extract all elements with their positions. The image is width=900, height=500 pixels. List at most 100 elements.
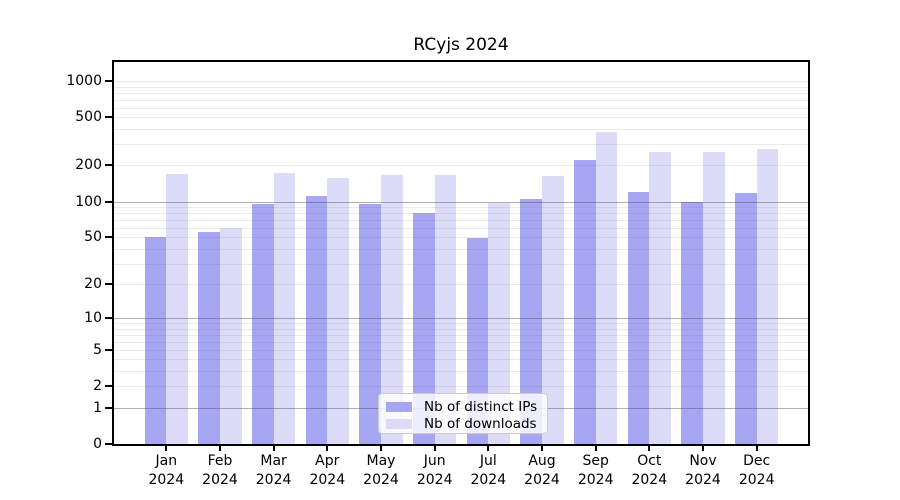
y-tick-mark — [105, 200, 112, 203]
bar-downloads — [166, 174, 188, 444]
bar-downloads — [434, 175, 457, 444]
x-tick-year: 2024 — [416, 472, 453, 488]
legend-swatch-downloads — [386, 418, 412, 429]
x-tick-year: 2024 — [309, 472, 346, 488]
minor-gridline — [114, 129, 808, 130]
minor-gridline — [114, 341, 808, 343]
legend-label-distinct-ips: Nb of distinct IPs — [424, 398, 538, 415]
y-tick-label: 1 — [93, 399, 102, 416]
bar-downloads — [488, 202, 510, 444]
x-tick-label: Apr 2024 — [287, 452, 367, 490]
minor-gridline — [114, 165, 808, 167]
x-tick-month: Jan — [155, 453, 178, 469]
y-tick-mark — [105, 79, 112, 82]
x-tick-year: 2024 — [148, 472, 185, 488]
plot-area — [112, 60, 810, 446]
x-tick-month: Jun — [423, 453, 446, 469]
x-tick-mark — [755, 444, 758, 451]
x-tick-month: Mar — [260, 453, 287, 469]
y-tick-mark — [105, 317, 112, 319]
minor-gridline — [114, 284, 808, 285]
legend-label-downloads: Nb of downloads — [424, 415, 537, 432]
x-tick-mark — [380, 444, 382, 451]
legend: Nb of distinct IPs Nb of downloads — [378, 393, 548, 434]
x-tick-month: Nov — [689, 453, 717, 469]
minor-gridline — [114, 248, 808, 250]
x-tick-label: Sep 2024 — [556, 452, 636, 490]
y-tick-label: 2 — [93, 378, 102, 395]
minor-gridline — [114, 117, 808, 119]
chart-title: RCyjs 2024 — [413, 35, 509, 55]
x-tick-mark — [272, 444, 275, 451]
x-tick-mark — [702, 444, 704, 451]
minor-gridline — [114, 92, 808, 94]
minor-gridline — [114, 349, 808, 351]
x-tick-label: Aug 2024 — [502, 452, 582, 490]
x-tick-month: Aug — [528, 453, 556, 469]
x-tick-year: 2024 — [524, 472, 560, 488]
minor-gridline — [114, 220, 808, 221]
y-tick-label: 100 — [75, 193, 102, 210]
bar-distinct-ips — [627, 192, 650, 444]
bar-downloads — [273, 172, 296, 444]
y-tick-mark — [105, 283, 112, 285]
x-tick-month: Dec — [743, 453, 771, 469]
minor-gridline — [114, 80, 808, 82]
minor-gridline — [114, 371, 808, 373]
bar-distinct-ips — [198, 231, 220, 444]
x-tick-year: 2024 — [738, 472, 775, 488]
bar-distinct-ips — [466, 238, 489, 444]
x-tick-label: Mar 2024 — [234, 452, 314, 490]
x-tick-mark — [594, 444, 597, 451]
x-tick-label: Jun 2024 — [395, 452, 475, 490]
x-tick-mark — [487, 444, 490, 451]
bar-distinct-ips — [735, 193, 757, 444]
bar-downloads — [756, 149, 779, 444]
major-gridline — [114, 201, 808, 203]
bar-downloads — [327, 178, 349, 444]
x-tick-month: Feb — [207, 453, 233, 469]
minor-gridline — [114, 213, 808, 215]
minor-gridline — [114, 323, 808, 324]
y-tick-mark — [105, 116, 112, 119]
minor-gridline — [114, 237, 808, 239]
x-tick-mark — [433, 444, 436, 451]
minor-gridline — [114, 107, 808, 109]
minor-gridline — [114, 207, 808, 208]
bar-distinct-ips — [681, 202, 703, 444]
bar-downloads — [595, 131, 618, 444]
minor-gridline — [114, 386, 808, 388]
y-tick-mark — [105, 236, 112, 239]
minor-gridline — [114, 334, 808, 336]
legend-swatch-distinct-ips — [386, 401, 412, 412]
x-tick-year: 2024 — [631, 472, 668, 488]
y-tick-label: 10 — [84, 310, 102, 326]
x-tick-label: Jul 2024 — [448, 452, 528, 490]
x-tick-month: Sep — [582, 453, 609, 469]
y-tick-mark — [105, 443, 112, 445]
x-tick-label: Feb 2024 — [180, 452, 260, 490]
x-tick-mark — [541, 444, 543, 451]
bar-distinct-ips — [252, 204, 274, 444]
bar-distinct-ips — [520, 199, 542, 444]
bar-distinct-ips — [413, 213, 435, 444]
bar-distinct-ips — [305, 196, 328, 444]
x-tick-label: Jan 2024 — [126, 452, 206, 490]
x-tick-label: Nov 2024 — [663, 452, 743, 490]
x-tick-year: 2024 — [202, 472, 238, 488]
minor-gridline — [114, 228, 808, 229]
bar-distinct-ips — [574, 160, 596, 444]
minor-gridline — [114, 144, 808, 146]
x-tick-year: 2024 — [470, 472, 507, 488]
minor-gridline — [114, 328, 808, 330]
legend-item-distinct-ips: Nb of distinct IPs — [386, 398, 541, 415]
x-tick-mark — [165, 444, 168, 451]
x-tick-mark — [219, 444, 221, 451]
y-tick-label: 500 — [75, 109, 102, 126]
x-tick-month: Apr — [315, 453, 340, 469]
y-tick-label: 5 — [93, 341, 102, 358]
minor-gridline — [114, 99, 808, 101]
legend-item-downloads: Nb of downloads — [386, 415, 541, 432]
y-tick-label: 200 — [75, 157, 102, 174]
bar-downloads — [703, 152, 725, 444]
